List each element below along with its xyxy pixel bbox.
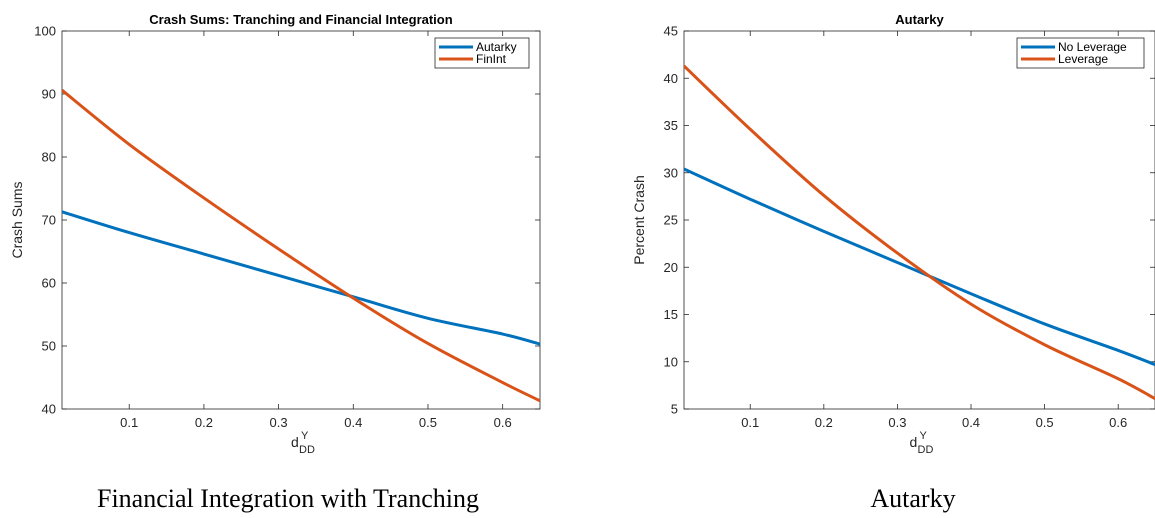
legend-label: FinInt bbox=[476, 52, 507, 66]
x-tick-label: 0.5 bbox=[1036, 415, 1054, 430]
y-tick-label: 60 bbox=[42, 276, 56, 291]
y-tick-label: 40 bbox=[42, 402, 56, 417]
x-axis-label: d bbox=[910, 434, 918, 450]
chart-title: Autarky bbox=[895, 12, 944, 27]
x-tick-label: 0.6 bbox=[494, 415, 512, 430]
y-tick-label: 30 bbox=[664, 165, 678, 180]
y-tick-label: 15 bbox=[664, 307, 678, 322]
chart-title: Crash Sums: Tranching and Financial Inte… bbox=[149, 12, 452, 27]
x-tick-label: 0.5 bbox=[419, 415, 437, 430]
y-tick-label: 100 bbox=[34, 24, 56, 39]
y-tick-label: 70 bbox=[42, 213, 56, 228]
y-tick-label: 10 bbox=[664, 354, 678, 369]
y-tick-label: 20 bbox=[664, 260, 678, 275]
y-tick-label: 80 bbox=[42, 150, 56, 165]
x-tick-label: 0.4 bbox=[962, 415, 980, 430]
series-line-finint bbox=[62, 89, 540, 403]
caption-right: Autarky bbox=[870, 484, 955, 513]
x-tick-label: 0.3 bbox=[888, 415, 906, 430]
legend-label: Leverage bbox=[1058, 52, 1108, 66]
legend-label: No Leverage bbox=[1058, 40, 1127, 54]
x-axis-label: d bbox=[291, 434, 299, 450]
y-tick-label: 90 bbox=[42, 87, 56, 102]
y-axis-label: Percent Crash bbox=[631, 175, 647, 264]
y-tick-label: 50 bbox=[42, 339, 56, 354]
y-tick-label: 25 bbox=[664, 213, 678, 228]
series-line-leverage bbox=[684, 64, 1155, 400]
plot-area bbox=[61, 30, 541, 410]
y-axis-label: Crash Sums bbox=[9, 181, 25, 258]
x-tick-label: 0.1 bbox=[741, 415, 759, 430]
legend-label: Autarky bbox=[476, 40, 517, 54]
x-axis-label-subscript: DD bbox=[299, 444, 315, 456]
x-tick-label: 0.1 bbox=[120, 415, 138, 430]
plot-area bbox=[683, 30, 1155, 410]
legend-box bbox=[1016, 37, 1145, 69]
crash-sums-chart: 0.1 0.2 0.3 0.4 0.5 0.6 40 50 60 70 80 90 100 Crash S… bbox=[9, 12, 541, 456]
y-tick-label: 5 bbox=[671, 402, 678, 417]
y-tick-label: 45 bbox=[664, 24, 678, 39]
x-tick-label: 0.6 bbox=[1109, 415, 1127, 430]
x-axis-label-superscript: Y bbox=[301, 430, 309, 442]
caption-left: Financial Integration with Tranching bbox=[97, 484, 479, 513]
autarky-chart: 0.1 0.2 0.3 0.4 0.5 0.6 5 10 15 20 25 30 35 40 45 Autar… bbox=[631, 12, 1155, 456]
legend-box bbox=[434, 37, 530, 69]
x-tick-label: 0.3 bbox=[270, 415, 288, 430]
x-axis-label-subscript: DD bbox=[918, 444, 934, 456]
series-line-autarky bbox=[62, 210, 540, 346]
x-axis-label-superscript: Y bbox=[920, 430, 928, 442]
y-tick-label: 35 bbox=[664, 118, 678, 133]
y-tick-label: 40 bbox=[664, 71, 678, 86]
x-tick-label: 0.2 bbox=[815, 415, 833, 430]
x-tick-label: 0.4 bbox=[344, 415, 362, 430]
x-tick-label: 0.2 bbox=[195, 415, 213, 430]
